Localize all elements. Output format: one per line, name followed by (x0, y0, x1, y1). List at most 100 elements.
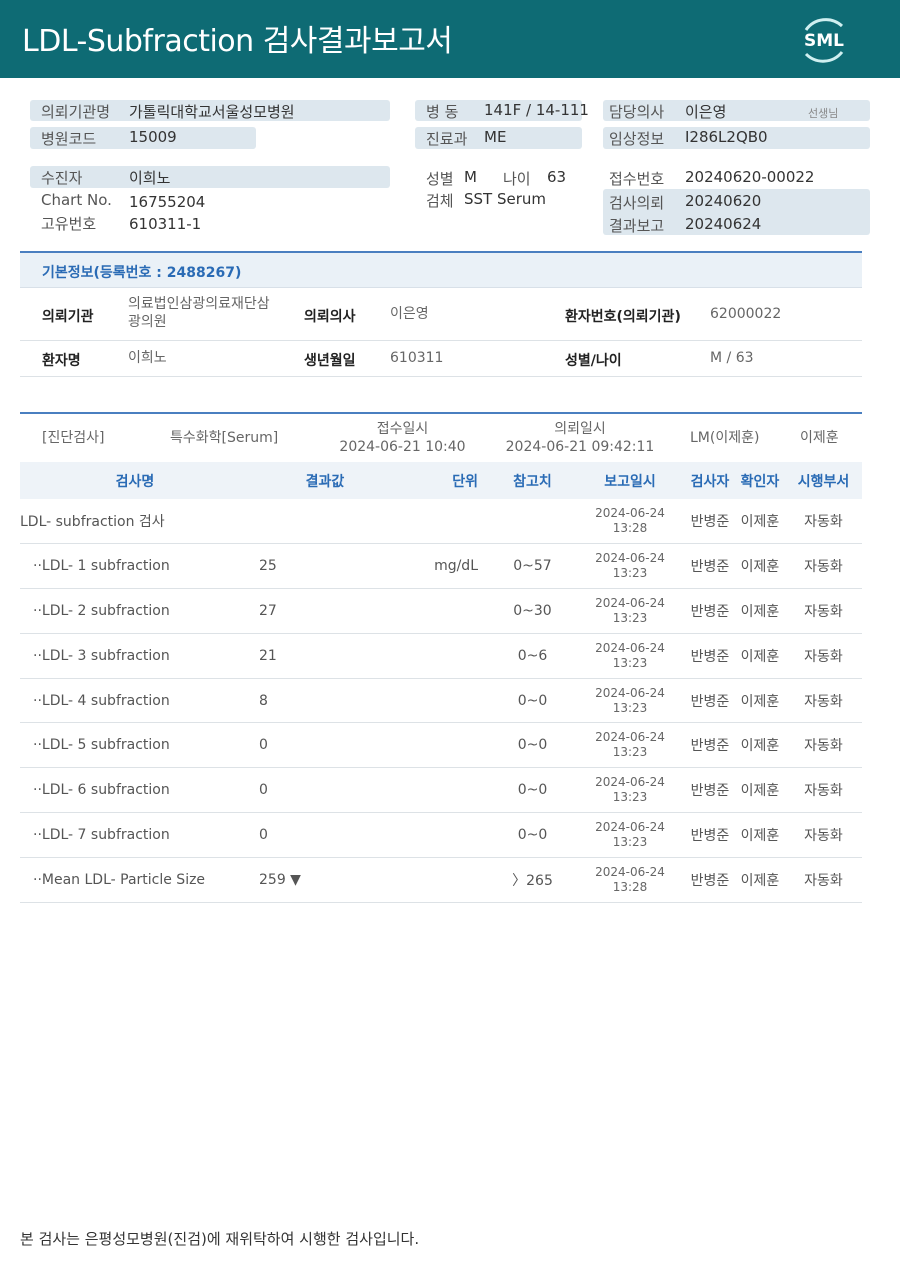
report-date: 2024-06-24 (595, 640, 665, 655)
dept-label: 진료과 (426, 130, 468, 148)
basic-value: 이은영 (390, 306, 429, 322)
table-row: ··LDL- 6 subfraction 0 0~0 2024-06-24 13:23 반… (20, 767, 862, 814)
cell-ref: 〉265 (490, 857, 575, 903)
divider (20, 251, 862, 253)
column-header: 단위 (400, 462, 490, 499)
basic-info-title: 기본정보(등록번호 : 2488267) (42, 265, 242, 281)
basic-value: 의료법인삼광의료재단삼 (128, 296, 270, 312)
cell-unit: mg/dL (400, 543, 490, 590)
cell-unit (400, 588, 490, 634)
cell-ref: 0~0 (490, 767, 575, 814)
cell-result: 0 (250, 767, 400, 814)
cell-name: ··LDL- 2 subfraction (20, 588, 250, 634)
hospital-code-label: 병원코드 (41, 130, 97, 148)
basic-row: 환자명 이희노 생년월일 610311 성별/나이 M / 63 (20, 341, 862, 377)
receipt-value: 20240620-00022 (685, 168, 815, 186)
cell-ref: 0~0 (490, 722, 575, 769)
report-date: 2024-06-24 (595, 775, 665, 790)
institution-label: 의뢰기관명 (41, 103, 111, 121)
results-table: 검사명 결과값 단위 참고치 보고일시 검사자 확인자 시행부서 LDL- subfracti… (20, 462, 862, 903)
requested-label: 의뢰일시 (554, 421, 606, 437)
cell-ref: 0~0 (490, 812, 575, 858)
cell-tester: 반병준 (685, 499, 735, 545)
cell-confirmer: 이제훈 (735, 812, 785, 858)
cell-unit (400, 767, 490, 814)
cell-confirmer: 이제훈 (735, 543, 785, 590)
cell-report-datetime: 2024-06-24 13:23 (575, 722, 685, 769)
cell-name: ··LDL- 3 subfraction (20, 633, 250, 679)
test-category: [진단검사] (42, 430, 105, 446)
cell-tester: 반병준 (685, 722, 735, 769)
cell-unit (400, 812, 490, 858)
basic-label: 생년월일 (304, 353, 356, 369)
column-header: 확인자 (735, 462, 785, 499)
cell-report-datetime: 2024-06-24 13:23 (575, 633, 685, 679)
unique-value: 610311-1 (129, 215, 202, 233)
cell-ref (490, 499, 575, 545)
specimen-value: SST Serum (464, 190, 547, 208)
cell-confirmer: 이제훈 (735, 767, 785, 814)
table-row: ··LDL- 4 subfraction 8 0~0 2024-06-24 13:23 반… (20, 678, 862, 724)
cell-tester: 반병준 (685, 857, 735, 903)
doctor-suffix: 선생님 (808, 107, 839, 120)
cell-dept: 자동화 (785, 812, 862, 858)
lab: LM(이제훈) (690, 430, 760, 446)
received-value: 2024-06-21 10:40 (339, 439, 466, 455)
cell-result: 27 (250, 588, 400, 634)
cell-unit (400, 499, 490, 545)
cell-name: ··Mean LDL- Particle Size (20, 857, 250, 903)
test-info-row: [진단검사] 특수화학[Serum] 접수일시 2024-06-21 10:40… (20, 415, 862, 462)
cell-dept: 자동화 (785, 767, 862, 814)
sex-label: 성별 (426, 170, 454, 188)
patient-value: 이희노 (129, 169, 171, 187)
report-title: LDL-Subfraction 검사결과보고서 (22, 24, 453, 59)
test-type: 특수화학[Serum] (170, 430, 279, 446)
unique-label: 고유번호 (41, 215, 97, 233)
report-time: 13:23 (612, 700, 648, 715)
basic-label: 성별/나이 (565, 353, 622, 369)
cell-result: 0 (250, 722, 400, 769)
divider (20, 412, 862, 414)
cell-name: ··LDL- 6 subfraction (20, 767, 250, 814)
footer-note: 본 검사는 은평성모병원(진검)에 재위탁하여 시행한 검사입니다. (20, 1230, 420, 1248)
institution-value: 가톨릭대학교서울성모병원 (129, 103, 295, 121)
report-header: LDL-Subfraction 검사결과보고서 SML (0, 0, 900, 78)
column-header: 참고치 (490, 462, 575, 499)
report-date: 2024-06-24 (595, 819, 665, 834)
cell-tester: 반병준 (685, 588, 735, 634)
report-date: 2024-06-24 (595, 506, 665, 521)
cell-report-datetime: 2024-06-24 13:28 (575, 499, 685, 545)
basic-row: 의뢰기관 의료법인삼광의료재단삼 광의원 의뢰의사 이은영 환자번호(의뢰기관)… (20, 288, 862, 341)
report-time: 13:23 (612, 655, 648, 670)
cell-ref: 0~0 (490, 678, 575, 724)
cell-report-datetime: 2024-06-24 13:23 (575, 767, 685, 814)
report-time: 13:23 (612, 790, 648, 805)
table-row: ··LDL- 2 subfraction 27 0~30 2024-06-24 13:2… (20, 588, 862, 634)
report-date: 2024-06-24 (595, 685, 665, 700)
requested-value: 2024-06-21 09:42:11 (505, 439, 655, 455)
report-date: 2024-06-24 (595, 595, 665, 610)
cell-tester: 반병준 (685, 767, 735, 814)
cell-confirmer: 이제훈 (735, 588, 785, 634)
sml-logo: SML (804, 18, 844, 63)
cell-ref: 0~30 (490, 588, 575, 634)
basic-value: M / 63 (710, 350, 754, 366)
cell-report-datetime: 2024-06-24 13:23 (575, 588, 685, 634)
table-row: ··LDL- 5 subfraction 0 0~0 2024-06-24 13:23 반… (20, 722, 862, 769)
cell-dept: 자동화 (785, 588, 862, 634)
doctor-label: 담당의사 (609, 103, 665, 121)
cell-result (250, 499, 400, 545)
request-value: 20240620 (685, 192, 762, 210)
ward-label: 병 동 (426, 103, 459, 121)
cell-report-datetime: 2024-06-24 13:23 (575, 812, 685, 858)
basic-value: 이희노 (128, 350, 167, 366)
report-date: 2024-06-24 (595, 730, 665, 745)
table-row: ··LDL- 1 subfraction 25 mg/dL 0~57 2024-06-2… (20, 543, 862, 590)
chart-value: 16755204 (129, 193, 206, 211)
chart-label: Chart No. (41, 191, 112, 209)
table-header: 검사명 결과값 단위 참고치 보고일시 검사자 확인자 시행부서 (20, 462, 862, 499)
table-row: LDL- subfraction 검사 2024-06-24 13:28 반병준 이제훈… (20, 499, 862, 545)
cell-dept: 자동화 (785, 678, 862, 724)
basic-value: 610311 (390, 350, 444, 366)
cell-result: 25 (250, 543, 400, 590)
